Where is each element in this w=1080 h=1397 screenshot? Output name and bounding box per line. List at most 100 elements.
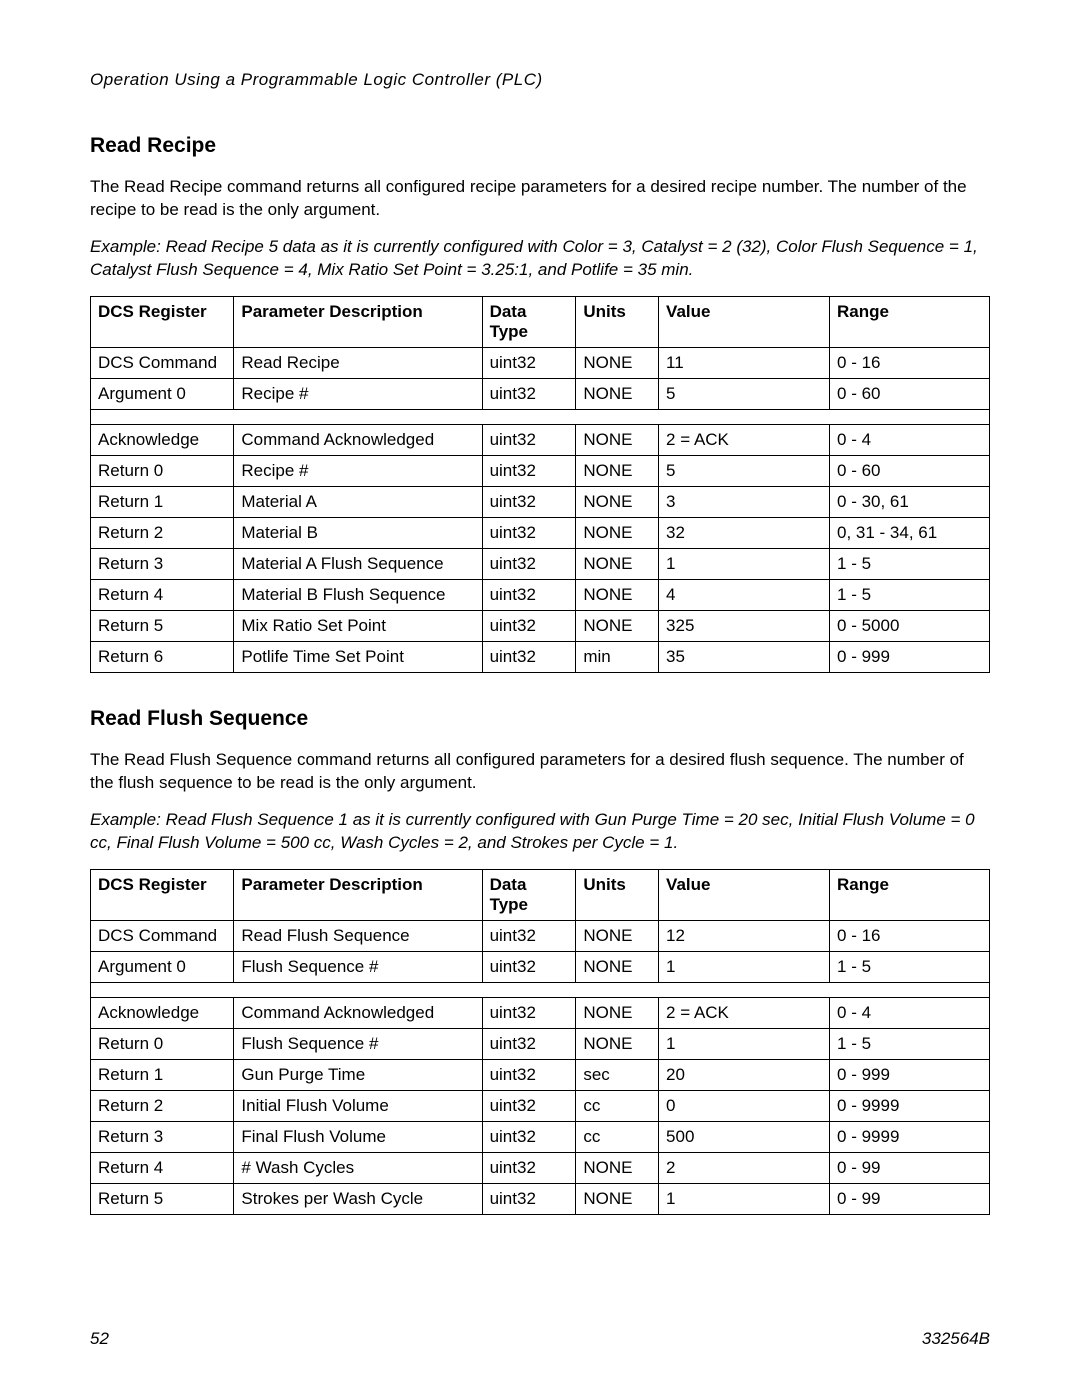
table-row: Argument 0Flush Sequence #uint32NONE11 -… <box>91 951 990 982</box>
table-cell: 0 - 999 <box>830 1059 990 1090</box>
table-cell: Return 3 <box>91 548 234 579</box>
table-cell: uint32 <box>482 920 576 951</box>
table-cell: Return 1 <box>91 486 234 517</box>
table-cell: uint32 <box>482 455 576 486</box>
running-head: Operation Using a Programmable Logic Con… <box>90 70 990 90</box>
table-cell: 0 - 5000 <box>830 610 990 641</box>
table-row: Return 3Material A Flush Sequenceuint32N… <box>91 548 990 579</box>
table-cell: uint32 <box>482 951 576 982</box>
table-cell: Initial Flush Volume <box>234 1090 482 1121</box>
table-cell: cc <box>576 1090 659 1121</box>
table-cell: 11 <box>659 347 830 378</box>
table-cell: Command Acknowledged <box>234 997 482 1028</box>
table-cell: NONE <box>576 579 659 610</box>
table-cell: NONE <box>576 1152 659 1183</box>
spacer-row <box>91 409 990 424</box>
table-row: AcknowledgeCommand Acknowledgeduint32NON… <box>91 424 990 455</box>
table-cell: sec <box>576 1059 659 1090</box>
table-cell: Recipe # <box>234 378 482 409</box>
table-cell: Return 5 <box>91 1183 234 1214</box>
table-cell: 0, 31 - 34, 61 <box>830 517 990 548</box>
table-cell: DCS Command <box>91 347 234 378</box>
table-row: Return 0Flush Sequence #uint32NONE11 - 5 <box>91 1028 990 1059</box>
table-cell: Read Flush Sequence <box>234 920 482 951</box>
table-cell: 0 - 60 <box>830 378 990 409</box>
table-cell: Final Flush Volume <box>234 1121 482 1152</box>
table-cell: cc <box>576 1121 659 1152</box>
table-body: DCS CommandRead Flush Sequenceuint32NONE… <box>91 920 990 1214</box>
page: Operation Using a Programmable Logic Con… <box>0 0 1080 1397</box>
table-cell: 20 <box>659 1059 830 1090</box>
table-cell: Acknowledge <box>91 424 234 455</box>
table-cell: 0 - 4 <box>830 997 990 1028</box>
table-cell: 32 <box>659 517 830 548</box>
col-range: Range <box>830 296 990 347</box>
table-cell: uint32 <box>482 1028 576 1059</box>
table-cell: 5 <box>659 455 830 486</box>
table-cell: 12 <box>659 920 830 951</box>
table-cell: 0 - 999 <box>830 641 990 672</box>
table-cell: uint32 <box>482 997 576 1028</box>
table-cell: Argument 0 <box>91 951 234 982</box>
col-units: Units <box>576 869 659 920</box>
table-row: Return 1Gun Purge Timeuint32sec200 - 999 <box>91 1059 990 1090</box>
table-cell: Gun Purge Time <box>234 1059 482 1090</box>
table-cell: Strokes per Wash Cycle <box>234 1183 482 1214</box>
table-cell: uint32 <box>482 378 576 409</box>
col-param-desc: Parameter Description <box>234 296 482 347</box>
table-row: Return 4Material B Flush Sequenceuint32N… <box>91 579 990 610</box>
table-cell: Command Acknowledged <box>234 424 482 455</box>
table-cell: 1 <box>659 1028 830 1059</box>
table-cell: NONE <box>576 920 659 951</box>
table-cell: Material B <box>234 517 482 548</box>
section2-title: Read Flush Sequence <box>90 707 990 731</box>
spacer-row <box>91 982 990 997</box>
table-cell: 325 <box>659 610 830 641</box>
table-cell: uint32 <box>482 579 576 610</box>
section1-example: Example: Read Recipe 5 data as it is cur… <box>90 236 990 282</box>
table-cell: Return 2 <box>91 1090 234 1121</box>
table-cell: NONE <box>576 424 659 455</box>
col-dcs-register: DCS Register <box>91 296 234 347</box>
table-cell: 1 - 5 <box>830 579 990 610</box>
table-cell: Read Recipe <box>234 347 482 378</box>
page-number: 52 <box>90 1329 109 1349</box>
col-param-desc: Parameter Description <box>234 869 482 920</box>
table-row: Return 2Material Buint32NONE320, 31 - 34… <box>91 517 990 548</box>
table-cell: 0 - 16 <box>830 920 990 951</box>
table-cell: NONE <box>576 378 659 409</box>
table-cell: NONE <box>576 997 659 1028</box>
table-cell: # Wash Cycles <box>234 1152 482 1183</box>
table-cell: NONE <box>576 1028 659 1059</box>
table-cell: uint32 <box>482 1183 576 1214</box>
table-row: Return 3Final Flush Volumeuint32cc5000 -… <box>91 1121 990 1152</box>
table-row: Return 0Recipe #uint32NONE50 - 60 <box>91 455 990 486</box>
col-dcs-register: DCS Register <box>91 869 234 920</box>
table-cell: Material A <box>234 486 482 517</box>
table-row: Return 1Material Auint32NONE30 - 30, 61 <box>91 486 990 517</box>
table-cell: NONE <box>576 517 659 548</box>
table-cell: Return 1 <box>91 1059 234 1090</box>
table-cell: Return 4 <box>91 579 234 610</box>
table-read-recipe: DCS Register Parameter Description Data … <box>90 296 990 673</box>
table-cell: uint32 <box>482 347 576 378</box>
table-cell: Mix Ratio Set Point <box>234 610 482 641</box>
table-row: Return 4# Wash Cyclesuint32NONE20 - 99 <box>91 1152 990 1183</box>
table-row: AcknowledgeCommand Acknowledgeduint32NON… <box>91 997 990 1028</box>
table-cell: Flush Sequence # <box>234 951 482 982</box>
table-cell: 0 <box>659 1090 830 1121</box>
table-cell: 0 - 4 <box>830 424 990 455</box>
table-cell: Material B Flush Sequence <box>234 579 482 610</box>
table-cell: uint32 <box>482 1090 576 1121</box>
table-cell: 4 <box>659 579 830 610</box>
table-cell: 1 <box>659 548 830 579</box>
table-row: DCS CommandRead Flush Sequenceuint32NONE… <box>91 920 990 951</box>
table-cell: min <box>576 641 659 672</box>
table-cell: NONE <box>576 486 659 517</box>
col-value: Value <box>659 869 830 920</box>
table-row: Return 6Potlife Time Set Pointuint32min3… <box>91 641 990 672</box>
table-row: Return 2Initial Flush Volumeuint32cc00 -… <box>91 1090 990 1121</box>
table-cell: uint32 <box>482 517 576 548</box>
table-cell: 0 - 9999 <box>830 1090 990 1121</box>
table-row: DCS CommandRead Recipeuint32NONE110 - 16 <box>91 347 990 378</box>
